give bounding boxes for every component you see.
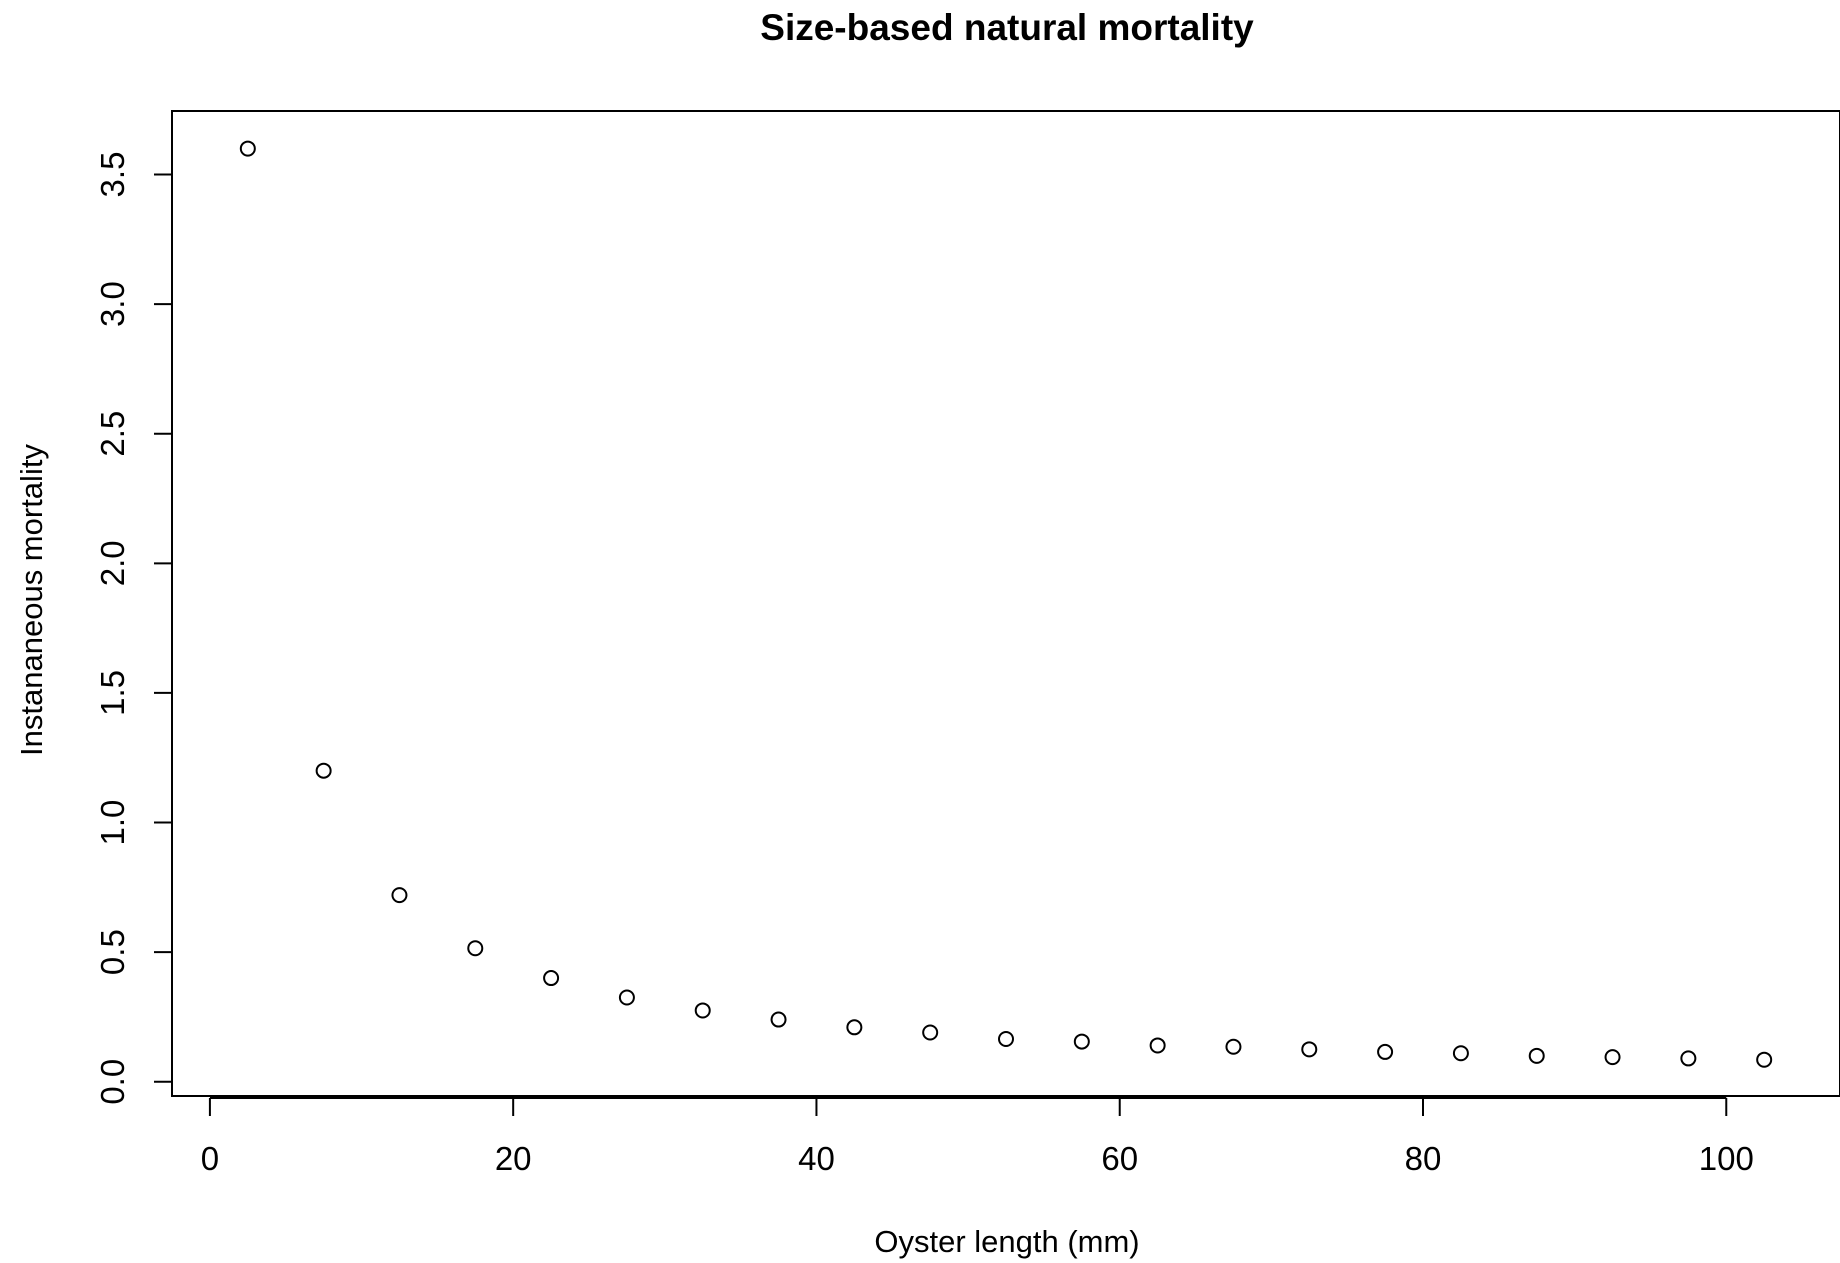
data-point (467, 940, 484, 957)
data-point (846, 1019, 863, 1036)
data-point (922, 1024, 939, 1041)
data-point (1301, 1041, 1318, 1058)
x-axis: 0 20 40 60 80 100 (201, 1097, 1754, 1177)
x-tick-label: 0 (201, 1140, 219, 1177)
data-point (391, 887, 408, 904)
x-tick-label: 20 (495, 1140, 532, 1177)
y-tick-label: 0.0 (94, 1059, 131, 1105)
data-point (239, 140, 256, 157)
y-tick-label: 0.5 (94, 929, 131, 975)
data-point (1680, 1050, 1697, 1067)
data-point (1528, 1047, 1545, 1064)
data-point (1377, 1043, 1394, 1060)
x-tick-label: 60 (1101, 1140, 1138, 1177)
x-tick-label: 100 (1699, 1140, 1754, 1177)
y-tick-label: 1.0 (94, 800, 131, 846)
data-point (694, 1002, 711, 1019)
data-point (543, 970, 560, 987)
y-tick-label: 3.0 (94, 281, 131, 327)
data-point (770, 1011, 787, 1028)
x-tick-label: 80 (1405, 1140, 1442, 1177)
plot-frame (171, 110, 1840, 1097)
data-point (1225, 1038, 1242, 1055)
data-points (239, 140, 1773, 1068)
y-tick-label: 1.5 (94, 670, 131, 716)
data-point (1604, 1049, 1621, 1066)
y-axis-label: Instananeous mortality (14, 444, 49, 756)
data-point (618, 989, 635, 1006)
y-tick-label: 2.5 (94, 411, 131, 457)
data-point (1756, 1051, 1773, 1068)
y-axis: 0.0 0.5 1.0 1.5 2.0 2.5 3.0 3.5 (94, 152, 173, 1105)
x-axis-label: Oyster length (mm) (874, 1224, 1139, 1259)
y-tick-label: 3.5 (94, 152, 131, 198)
x-tick-label: 40 (798, 1140, 835, 1177)
chart-title: Size-based natural mortality (760, 7, 1254, 48)
y-tick-label: 2.0 (94, 540, 131, 586)
data-point (315, 762, 332, 779)
data-point (1073, 1033, 1090, 1050)
data-point (998, 1030, 1014, 1047)
data-point (1149, 1037, 1166, 1054)
data-point (1452, 1045, 1469, 1062)
